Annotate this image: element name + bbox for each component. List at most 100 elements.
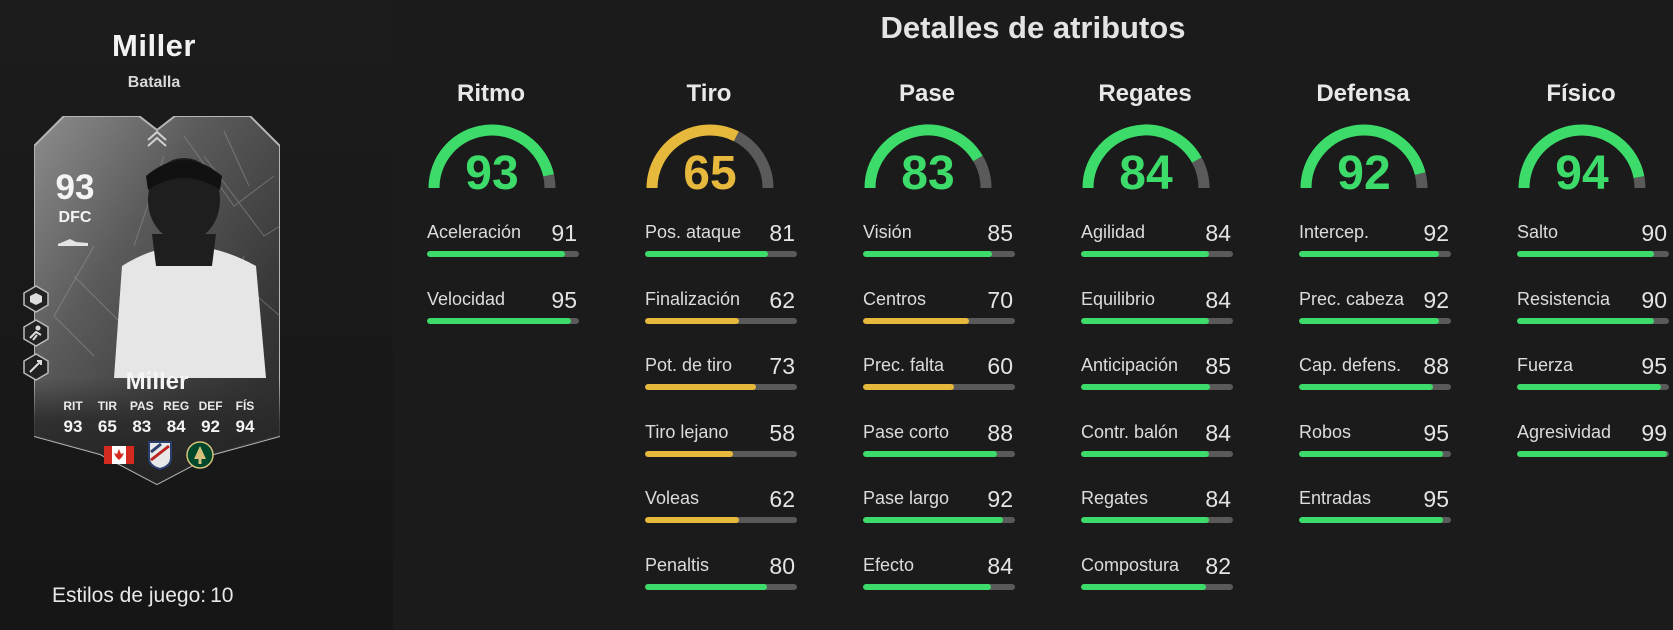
attribute-stat-bar-fill [1299,517,1444,523]
attribute-stat-value: 95 [1641,353,1667,379]
card-stat-value: 84 [166,417,186,436]
attribute-stat-name: Aceleración [427,222,522,242]
player-panel: Miller Batalla [0,0,393,630]
attribute-stat-row: Pot. de tiro 73 [645,353,797,393]
attribute-stat-bar [863,583,1015,590]
attribute-category-value: 94 [1555,147,1609,200]
attribute-stat-name: Anticipación [1081,355,1179,375]
playstyle-icon-1[interactable] [21,284,51,314]
attribute-gauge: 93 [427,120,557,200]
attribute-stat-row: Centros 70 [863,287,1015,327]
attribute-category-name: Ritmo [457,80,525,107]
attribute-stat-value: 90 [1641,220,1667,246]
attribute-stat-value: 92 [1423,220,1449,246]
attribute-stat-row: Agresividad 99 [1517,420,1669,460]
attribute-stat-value: 62 [769,486,795,512]
attribute-stat-bar-fill [427,317,572,324]
attribute-stat-row: Aceleración 91 [427,220,579,260]
gauge-fill [1082,124,1202,189]
attribute-stat-name: Visión [863,222,912,242]
attribute-stat-row: Agilidad 84 [1081,220,1233,260]
card-stat-label: REG [163,399,190,413]
playstyles-value: 10 [210,584,234,607]
attribute-stat-bar [427,317,579,324]
attribute-stat-value: 95 [1423,419,1449,446]
card-stat-value: 65 [97,417,117,436]
card-stat-values: 93 65 83 84 92 94 [56,417,262,437]
card-stat-label: TIR [97,399,118,413]
canada-flag-icon [104,446,134,464]
attribute-stat-row: Anticipación 85 [1081,353,1233,393]
attribute-stat-row: Contr. balón 84 [1081,420,1233,460]
gauge-track [973,155,992,189]
attribute-stat-bar [645,317,797,324]
attribute-stat-bar [1517,317,1669,324]
card-stat-value: 92 [201,417,221,436]
attribute-stat-bar-fill [645,317,740,324]
playstyle-icon-3[interactable] [21,352,51,382]
mls-logo-icon [148,441,172,470]
gauge-fill [428,124,554,189]
attribute-stat-row: Tiro lejano 58 [645,420,797,460]
attribute-stat-bar-fill [645,583,767,590]
attribute-stat-name: Tiro lejano [645,421,729,442]
playstyle-icon-2[interactable] [21,318,51,348]
attribute-stat-value: 95 [1423,486,1449,512]
attribute-stat-row: Voleas 62 [645,486,797,526]
portland-timbers-crest-icon [186,441,214,469]
attribute-stat-bar-fill [1081,317,1209,324]
attribute-stat-bar [1081,251,1233,257]
attribute-stat-value: 91 [551,220,577,246]
attribute-stat-name: Centros [863,288,927,309]
card-position: DFC [58,209,92,226]
attribute-stat-row: Fuerza 95 [1517,353,1669,393]
attribute-stat-row: Equilibrio 84 [1081,287,1233,327]
attribute-stat-name: Robos [1299,421,1352,442]
attribute-stat-row: Prec. falta 60 [863,353,1015,393]
attribute-stat-bar-fill [1081,450,1209,457]
attribute-stat-row: Prec. cabeza 92 [1299,287,1451,327]
attribute-stat-bar-fill [1517,450,1668,457]
attribute-stat-name: Compostura [1081,554,1180,575]
attribute-stat-bar [1299,517,1451,523]
attribute-stat-bar [863,450,1015,457]
attribute-stat-bar-fill [1081,517,1209,523]
attribute-stat-bar [863,251,1015,257]
attribute-stat-bar-fill [1299,251,1439,257]
attribute-stat-bar-fill [1517,384,1662,390]
attribute-stat-name: Resistencia [1517,288,1611,309]
player-card[interactable]: 93 DFC Miller RIT TIR PAS REG DEF FÍS 93… [34,116,280,486]
attribute-stat-bar [1517,384,1669,390]
attribute-stat-bar-fill [645,384,756,390]
gauge-track [1633,176,1646,189]
attribute-gauge: 83 [863,120,993,200]
attribute-stat-value: 85 [987,220,1013,246]
attribute-category-name: Regates [1098,80,1192,107]
attribute-stat-bar-fill [1081,384,1211,390]
attribute-details-title: Detalles de atributos [880,10,1186,45]
attribute-stat-row: Entradas 95 [1299,486,1451,526]
attribute-stat-value: 81 [769,220,795,246]
attribute-gauge: 94 [1517,120,1647,200]
gauge-track [543,174,556,189]
attribute-stat-bar-fill [645,251,769,257]
attribute-stat-bar-fill [863,583,991,590]
attribute-stat-bar-fill [863,251,993,257]
attribute-details-panel: Detalles de atributos Ritmo 93 Aceleración… [393,0,1673,630]
attribute-stat-value: 82 [1205,552,1231,579]
attribute-stat-bar-fill [1081,583,1206,590]
attribute-stat-bar [645,583,797,590]
attribute-category-value: 65 [683,147,737,200]
attribute-category-name: Defensa [1316,80,1410,107]
card-stat-value: 93 [63,417,83,436]
attribute-stat-name: Contr. balón [1081,421,1179,442]
attribute-stat-bar [1299,450,1451,457]
attribute-stat-value: 88 [987,419,1013,446]
attribute-stat-value: 84 [1205,286,1231,313]
attribute-stat-row: Robos 95 [1299,420,1451,460]
attribute-stat-bar [1081,317,1233,324]
attribute-stat-bar [863,517,1015,523]
attribute-stat-bar [1299,384,1451,390]
attribute-stat-name: Pase corto [863,421,950,442]
attribute-stat-name: Velocidad [427,288,506,309]
